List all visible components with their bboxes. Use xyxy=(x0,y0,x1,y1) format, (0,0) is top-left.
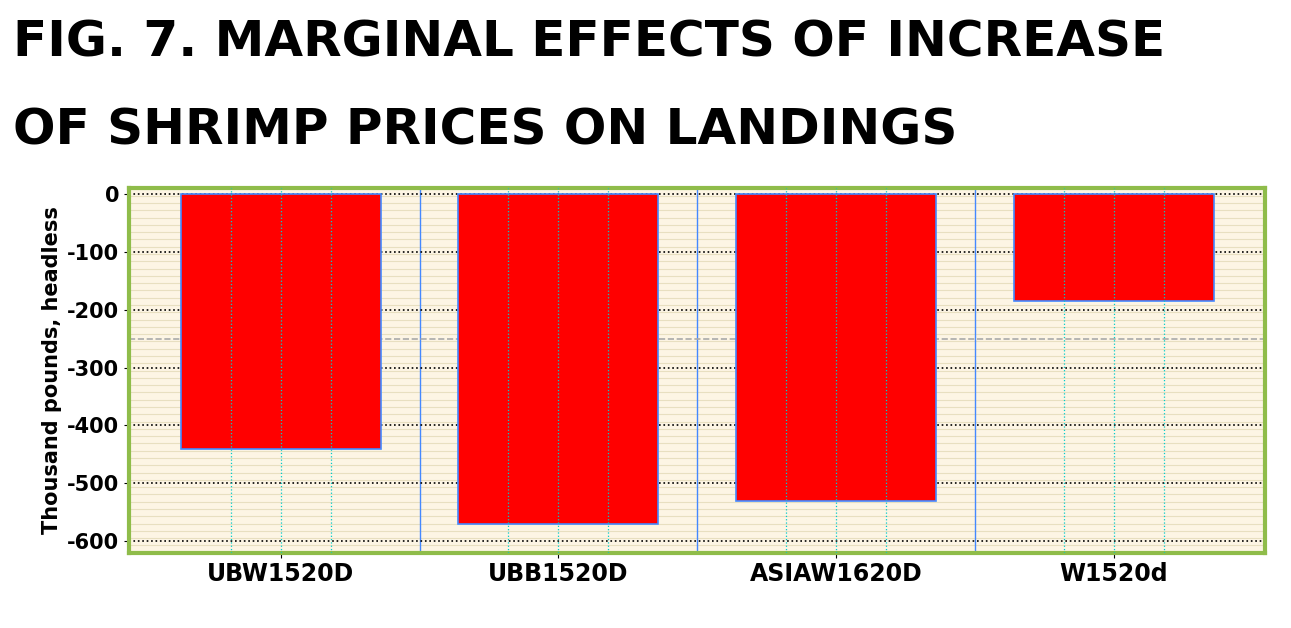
Bar xyxy=(736,194,936,501)
Bar xyxy=(458,194,658,524)
Text: FIG. 7. MARGINAL EFFECTS OF INCREASE: FIG. 7. MARGINAL EFFECTS OF INCREASE xyxy=(13,19,1164,67)
Bar xyxy=(1013,194,1214,301)
Text: OF SHRIMP PRICES ON LANDINGS: OF SHRIMP PRICES ON LANDINGS xyxy=(13,107,958,154)
Y-axis label: Thousand pounds, headless: Thousand pounds, headless xyxy=(41,207,62,534)
Bar xyxy=(181,194,381,448)
